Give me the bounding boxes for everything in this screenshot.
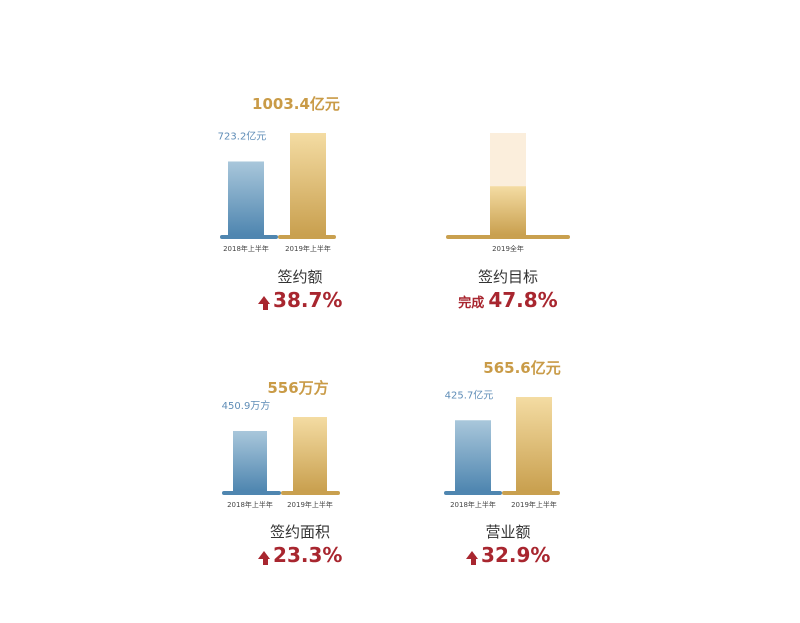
tick-label: 2018年上半年	[450, 500, 496, 509]
baseline-gold	[281, 491, 340, 495]
up-arrow-icon	[257, 295, 270, 304]
completed-bar	[490, 186, 526, 235]
panel-signed-area: 450.9万方 2018年上半年 556万方 2019年上半年 签约面积 23.3%	[200, 358, 400, 567]
chart-signed-area: 450.9万方 2018年上半年 556万方 2019年上半年	[222, 379, 340, 509]
completion-rate: 完成 47.8%	[408, 288, 608, 312]
bar	[290, 133, 326, 235]
tick-label: 2019年上半年	[287, 500, 333, 509]
growth-rate: 38.7%	[200, 288, 400, 312]
panel-signed-target: 2019全年 签约目标 完成 47.8%	[408, 88, 608, 312]
tick-label: 2018年上半年	[223, 244, 269, 253]
bar	[516, 397, 552, 491]
panel-revenue: 425.7亿元 2018年上半年 565.6亿元 2019年上半年 营业额 32.9%	[408, 358, 608, 567]
panel-title: 签约目标	[477, 268, 538, 286]
bar	[228, 161, 264, 235]
data-label: 723.2亿元	[218, 129, 267, 142]
growth-rate: 23.3%	[200, 543, 400, 567]
baseline-gold	[446, 235, 570, 239]
panel-title: 签约额	[277, 268, 323, 286]
growth-value: 32.9%	[481, 543, 551, 567]
data-label: 425.7亿元	[445, 388, 494, 401]
up-arrow-icon	[257, 550, 270, 559]
completion-prefix: 完成	[458, 296, 485, 311]
baseline-blue	[222, 491, 281, 495]
baseline-blue	[220, 235, 278, 239]
chart-revenue: 425.7亿元 2018年上半年 565.6亿元 2019年上半年	[444, 359, 561, 509]
bar	[233, 430, 267, 491]
data-label: 1003.4亿元	[252, 95, 340, 113]
data-label: 565.6亿元	[483, 359, 560, 377]
tick-label: 2019全年	[492, 244, 524, 253]
up-arrow-stem	[471, 556, 477, 565]
up-arrow-icon	[465, 550, 478, 559]
up-arrow-stem	[263, 301, 269, 310]
data-label: 450.9万方	[222, 399, 271, 412]
baseline-gold	[278, 235, 336, 239]
growth-value: 38.7%	[273, 288, 343, 312]
chart-signed-target: 2019全年	[446, 133, 570, 253]
completion-value: 47.8%	[488, 288, 558, 312]
panel-signed-amount: 723.2亿元 2018年上半年 1003.4亿元 2019年上半年 签约额 38.7…	[200, 88, 400, 312]
bar	[455, 420, 491, 491]
tick-label: 2019年上半年	[285, 244, 331, 253]
panel-title: 签约面积	[269, 523, 330, 541]
baseline-gold	[502, 491, 560, 495]
panel-title: 营业额	[485, 523, 531, 541]
bar	[293, 417, 327, 491]
growth-value: 23.3%	[273, 543, 343, 567]
baseline-blue	[444, 491, 502, 495]
growth-rate: 32.9%	[408, 543, 608, 567]
tick-label: 2019年上半年	[511, 500, 557, 509]
tick-label: 2018年上半年	[227, 500, 273, 509]
up-arrow-stem	[263, 556, 269, 565]
chart-signed-amount: 723.2亿元 2018年上半年 1003.4亿元 2019年上半年	[218, 95, 340, 253]
data-label: 556万方	[267, 379, 328, 397]
